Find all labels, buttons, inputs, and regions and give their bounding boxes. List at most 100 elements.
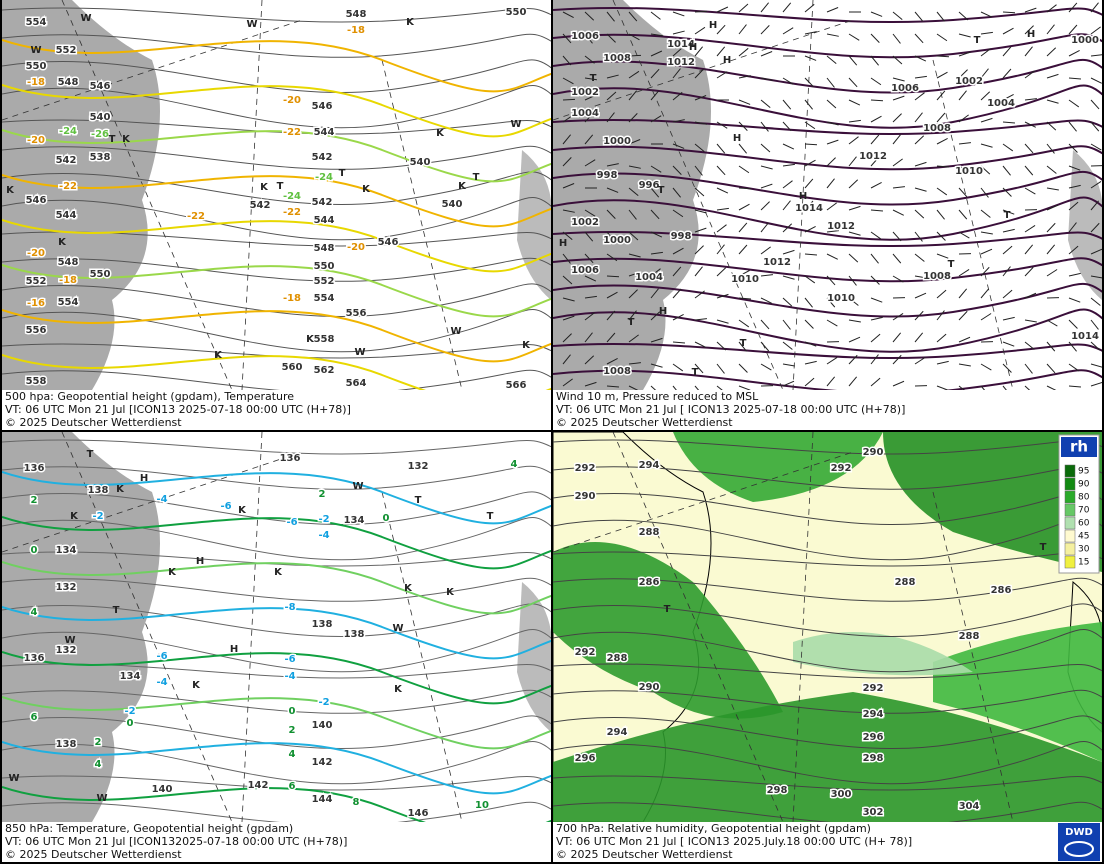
contour-label: 546 [378,237,399,248]
pressure-center: K [70,511,79,522]
pressure-center: W [392,623,403,634]
temperature-label: -2 [318,697,329,708]
pressure-center: H [723,55,731,66]
contour-label: 132 [408,461,429,472]
contour-label: 294 [863,709,884,720]
temperature-label: 4 [31,607,38,618]
wind-barb [695,11,707,12]
contour-label: 1014 [1071,331,1099,342]
pressure-center: W [354,347,365,358]
contour-label: 138 [344,629,365,640]
pressure-center: K [306,334,315,345]
contour-label: 1012 [827,221,855,232]
contour-label: 288 [959,631,980,642]
caption-line: Wind 10 m, Pressure reduced to MSL [556,390,759,403]
contour-label: 996 [639,180,660,191]
contour-label: 552 [26,276,47,287]
pressure-center: K [58,237,67,248]
caption-line: 700 hPa: Relative humidity, Geopotential… [556,822,871,835]
pressure-center: W [30,45,41,56]
temperature-label: -22 [187,211,205,222]
contour-label: 304 [959,801,980,812]
contour-label: 546 [312,101,333,112]
contour-label: 134 [56,545,77,556]
contour-label: 562 [314,365,335,376]
contour-label: 1012 [859,151,887,162]
pressure-center: K [436,128,445,139]
contour-label: 548 [314,243,335,254]
contour-label: 1006 [571,265,599,276]
pressure-center: T [415,495,422,506]
caption-line: 850 hPa: Temperature, Geopotential heigh… [5,822,293,835]
temperature-label: -20 [283,95,301,106]
temperature-label: -4 [156,677,167,688]
pressure-center: H [659,306,667,317]
pressure-center: T [87,449,94,460]
temperature-label: -4 [284,671,295,682]
contour-label: 542 [312,152,333,163]
pressure-center: K [214,350,223,361]
contour-label: 1010 [955,166,983,177]
caption-line: VT: 06 UTC Mon 21 Jul [ ICON13 2025.July… [556,835,912,848]
temperature-label: 0 [289,706,296,717]
temperature-label: 6 [31,712,38,723]
contour-label: 1002 [955,76,983,87]
caption-line: © 2025 Deutscher Wetterdienst [5,416,182,429]
temperature-label: -22 [59,181,77,192]
temperature-label: 4 [511,459,518,470]
pressure-center: K [404,583,413,594]
temperature-label: 4 [289,749,296,760]
contour-label: 548 [58,77,79,88]
pressure-center: T [664,604,671,615]
contour-label: 294 [607,727,628,738]
contour-label: 550 [90,269,111,280]
contour-label: 288 [639,527,660,538]
contour-label: 1014 [795,203,823,214]
pressure-center: K [274,567,283,578]
temperature-label: -24 [283,191,301,202]
contour-label: 998 [597,170,618,181]
caption-line: 500 hpa: Geopotential height (gpdam), Te… [5,390,294,403]
wind-barb [607,276,619,277]
contour-label: 1008 [603,366,631,377]
contour-label: 292 [575,647,596,658]
contour-label: 138 [88,485,109,496]
contour-label: 554 [26,17,47,28]
temperature-label: -18 [283,293,301,304]
wind-barb [739,188,751,189]
pressure-center: T [692,367,699,378]
contour-label: 142 [312,757,333,768]
logo-text: DWD [1065,827,1093,838]
contour-label: 302 [863,807,884,818]
temperature-label: 6 [289,781,296,792]
wind-barb [937,56,949,57]
legend-swatch [1065,556,1075,568]
pressure-center: K [406,17,415,28]
pressure-center: K [168,567,177,578]
legend-level: 70 [1078,506,1090,516]
caption-line: © 2025 Deutscher Wetterdienst [5,848,182,861]
wind-barb [1003,12,1015,13]
contour-label: 542 [250,200,271,211]
temperature-label: 8 [353,797,360,808]
contour-label: 542 [312,197,333,208]
contour-label: 560 [282,362,303,373]
pressure-center: H [733,133,741,144]
wind-barb [563,99,575,100]
pressure-center: K [116,484,125,495]
contour-label: 1008 [923,123,951,134]
contour-label: 540 [90,112,111,123]
contour-label: 540 [410,157,431,168]
pressure-center: T [974,35,981,46]
legend-swatch [1065,491,1075,503]
temperature-label: -8 [284,602,295,613]
contour-label: 290 [863,447,884,458]
contour-label: 138 [56,739,77,750]
contour-label: 544 [314,215,335,226]
contour-label: 296 [575,753,596,764]
contour-label: 550 [26,61,47,72]
contour-label: 1002 [571,87,599,98]
